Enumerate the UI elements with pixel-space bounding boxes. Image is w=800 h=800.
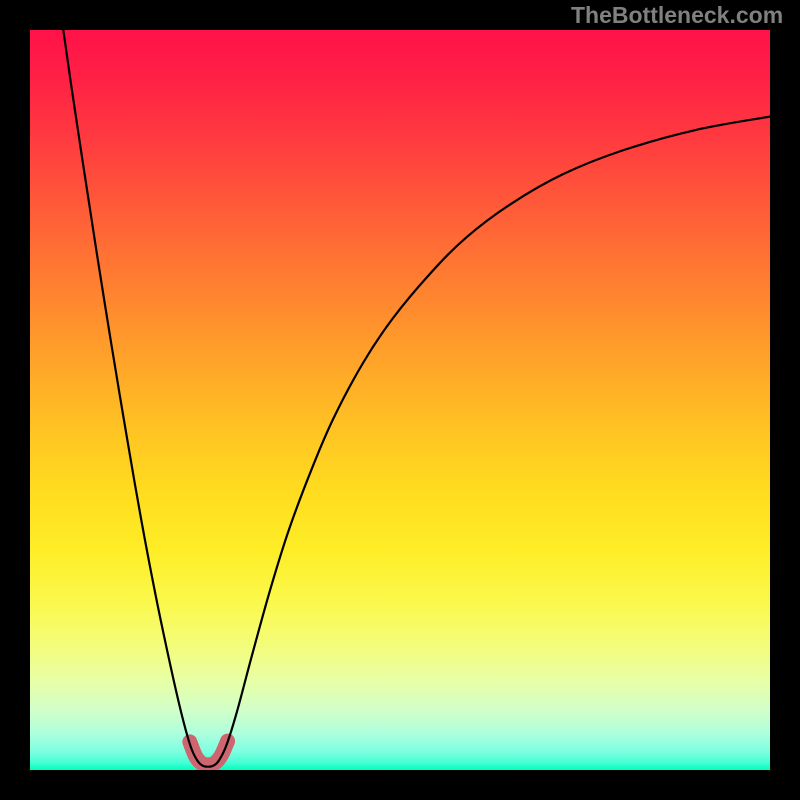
chart-background bbox=[30, 30, 770, 770]
chart-svg bbox=[30, 30, 770, 770]
plot-area bbox=[30, 30, 770, 770]
watermark-text: TheBottleneck.com bbox=[571, 2, 783, 29]
